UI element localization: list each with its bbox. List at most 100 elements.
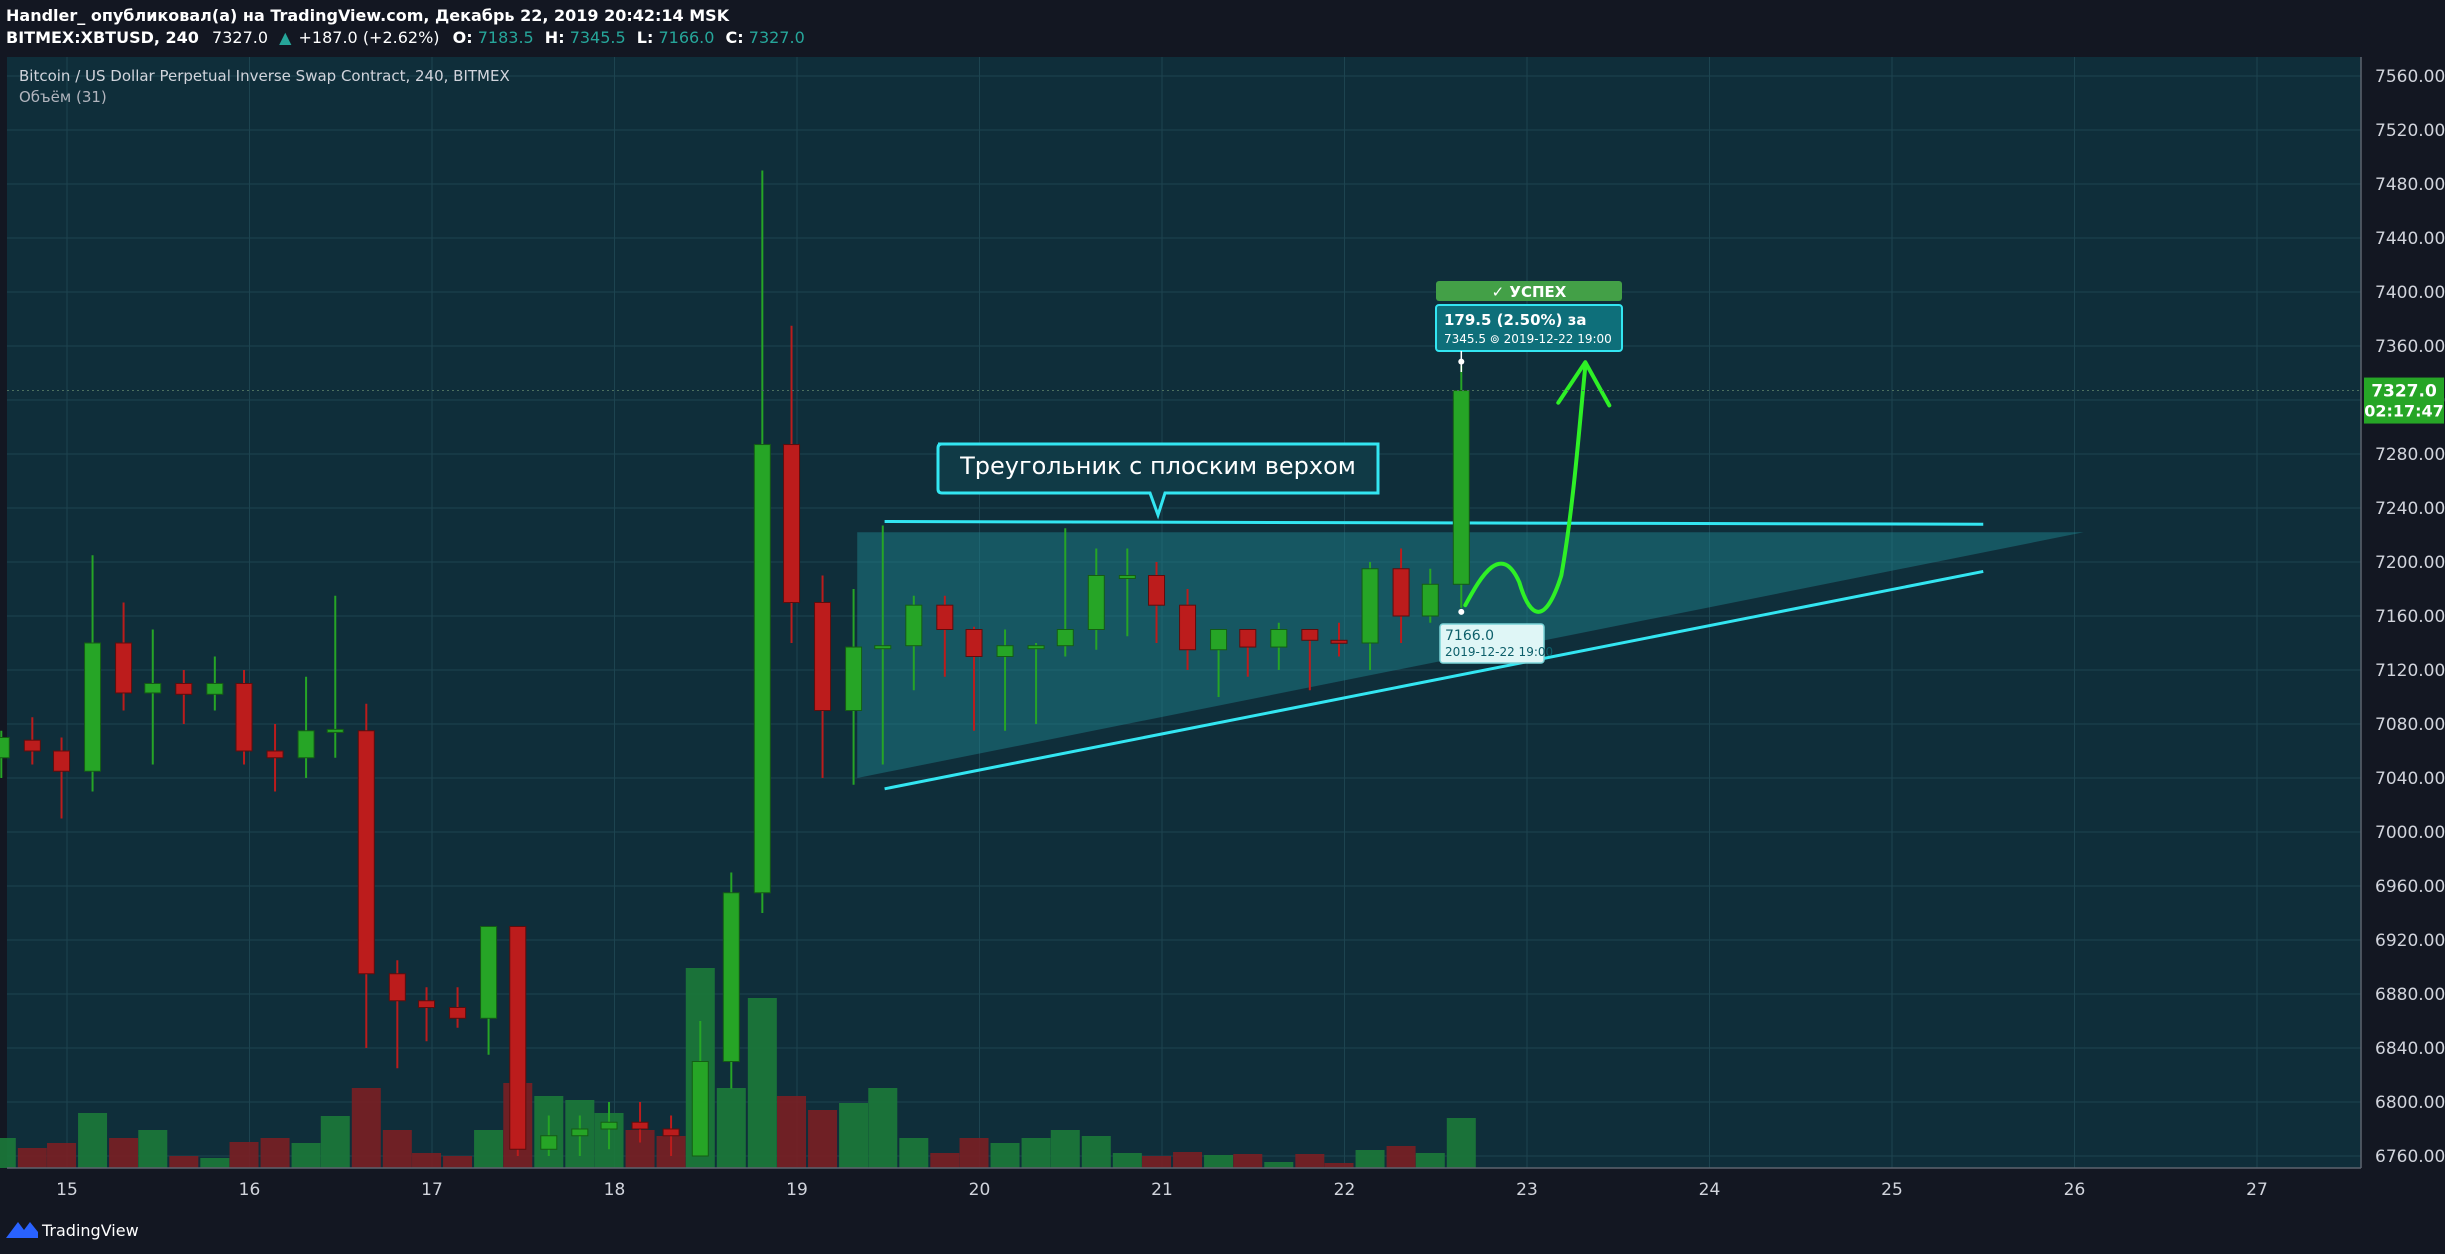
- candle-body: [1270, 629, 1288, 648]
- y-tick-label: 7400.00: [2375, 283, 2445, 303]
- candle-body: [235, 683, 253, 752]
- candle: [175, 670, 193, 724]
- candle-body: [996, 645, 1014, 658]
- y-tick-label: 7480.00: [2375, 175, 2445, 195]
- candle: [1027, 643, 1045, 724]
- candle-body: [115, 642, 133, 694]
- volume-bar: [959, 1138, 989, 1168]
- y-tick-label: 7240.00: [2375, 499, 2445, 519]
- candle-body: [1330, 639, 1348, 644]
- candle-body: [753, 444, 771, 894]
- candle: [266, 724, 284, 792]
- candles: [0, 170, 1470, 1157]
- candle: [115, 602, 133, 711]
- candle: [600, 1102, 618, 1150]
- candle-body: [23, 739, 41, 752]
- pattern-callout-box: [936, 442, 1380, 520]
- symbol: BITMEX:XBTUSD, 240: [6, 28, 199, 47]
- candle-body: [1027, 645, 1045, 650]
- candle-body: [600, 1121, 618, 1130]
- price-tag-countdown: 02:17:47: [2364, 402, 2444, 421]
- candle-body: [631, 1121, 649, 1130]
- price-tag-box: [2364, 377, 2444, 424]
- publish-line: Handler_ опубликовал(а) на TradingView.c…: [6, 6, 730, 25]
- candle-body: [509, 926, 527, 1150]
- candle-body: [297, 730, 315, 759]
- candle: [753, 170, 771, 913]
- volume-bars: [0, 968, 1476, 1168]
- volume-bar: [1204, 1155, 1234, 1168]
- candle: [1361, 562, 1379, 670]
- candle-body: [662, 1128, 680, 1137]
- candle: [1056, 528, 1074, 657]
- change-value: +187.0 (+2.62%): [299, 28, 440, 47]
- candle-body: [905, 604, 923, 647]
- candle: [1270, 622, 1288, 670]
- volume-bar: [1386, 1146, 1416, 1168]
- price-axis[interactable]: 7560.00 7520.00 7480.00 7440.00 7400.00 7360.…: [2375, 67, 2445, 1167]
- candle: [0, 730, 10, 778]
- volume-bar: [443, 1156, 473, 1168]
- close-value: 7327.0: [749, 28, 805, 47]
- candle: [418, 987, 436, 1042]
- price-axis-bg: [2361, 57, 2445, 1168]
- candle: [1392, 548, 1410, 643]
- resistance-line: [884, 520, 1984, 526]
- target-box: [1435, 304, 1623, 352]
- candle: [480, 926, 498, 1055]
- low-value: 7166.0: [658, 28, 714, 47]
- candle-body: [783, 444, 801, 603]
- x-tick-label: 16: [239, 1180, 261, 1200]
- candle-body: [480, 926, 498, 1019]
- y-tick-label: 6880.00: [2375, 985, 2445, 1005]
- candle: [297, 676, 315, 778]
- y-tick-label: 7000.00: [2375, 823, 2445, 843]
- volume-bar: [1112, 1153, 1142, 1168]
- candle: [1087, 548, 1105, 650]
- x-tick-label: 21: [1151, 1180, 1173, 1200]
- x-tick-label: 27: [2246, 1180, 2268, 1200]
- volume-bar: [0, 1138, 16, 1168]
- tradingview-logo[interactable]: TradingView: [6, 1221, 139, 1240]
- y-tick-label: 7280.00: [2375, 445, 2445, 465]
- y-tick-label: 7200.00: [2375, 553, 2445, 573]
- volume-bar: [1081, 1136, 1111, 1168]
- candle-body: [1118, 575, 1136, 579]
- candle: [845, 589, 863, 785]
- candle-body: [1452, 390, 1470, 585]
- target-line1: 179.5 (2.50%) за: [1444, 311, 1586, 329]
- candle-body: [814, 602, 832, 711]
- candle: [1148, 562, 1166, 643]
- candle-body: [845, 646, 863, 711]
- y-tick-label: 6800.00: [2375, 1093, 2445, 1113]
- candle-body: [1361, 568, 1379, 644]
- legend-volume: Объём (31): [19, 88, 107, 106]
- candle-body: [0, 737, 10, 759]
- volume-bar: [1446, 1118, 1476, 1168]
- candle-body: [266, 750, 284, 759]
- support-line: [884, 569, 1984, 791]
- volume-bar: [1415, 1153, 1445, 1168]
- candle-body: [1148, 575, 1166, 606]
- candle: [874, 525, 892, 765]
- candle-body: [449, 1007, 467, 1019]
- candle-body: [175, 683, 193, 695]
- y-tick-label: 7040.00: [2375, 769, 2445, 789]
- x-tick-label: 25: [1881, 1180, 1903, 1200]
- candle: [235, 670, 253, 765]
- candle-body: [1392, 568, 1410, 617]
- x-tick-label: 23: [1516, 1180, 1538, 1200]
- volume-bar: [1264, 1162, 1294, 1168]
- volume-bar: [109, 1138, 139, 1168]
- volume-bar: [17, 1148, 47, 1168]
- candle: [1179, 589, 1197, 670]
- arrow-head-icon: [1556, 360, 1612, 408]
- volume-bar: [291, 1143, 321, 1168]
- y-tick-label: 6920.00: [2375, 931, 2445, 951]
- time-axis[interactable]: 15 16 17 18 19 20 21 22 23 24 25 26 27: [56, 1180, 2268, 1200]
- x-tick-label: 20: [969, 1180, 991, 1200]
- legend-title: Bitcoin / US Dollar Perpetual Inverse Sw…: [19, 67, 510, 85]
- candle-body: [722, 892, 740, 1062]
